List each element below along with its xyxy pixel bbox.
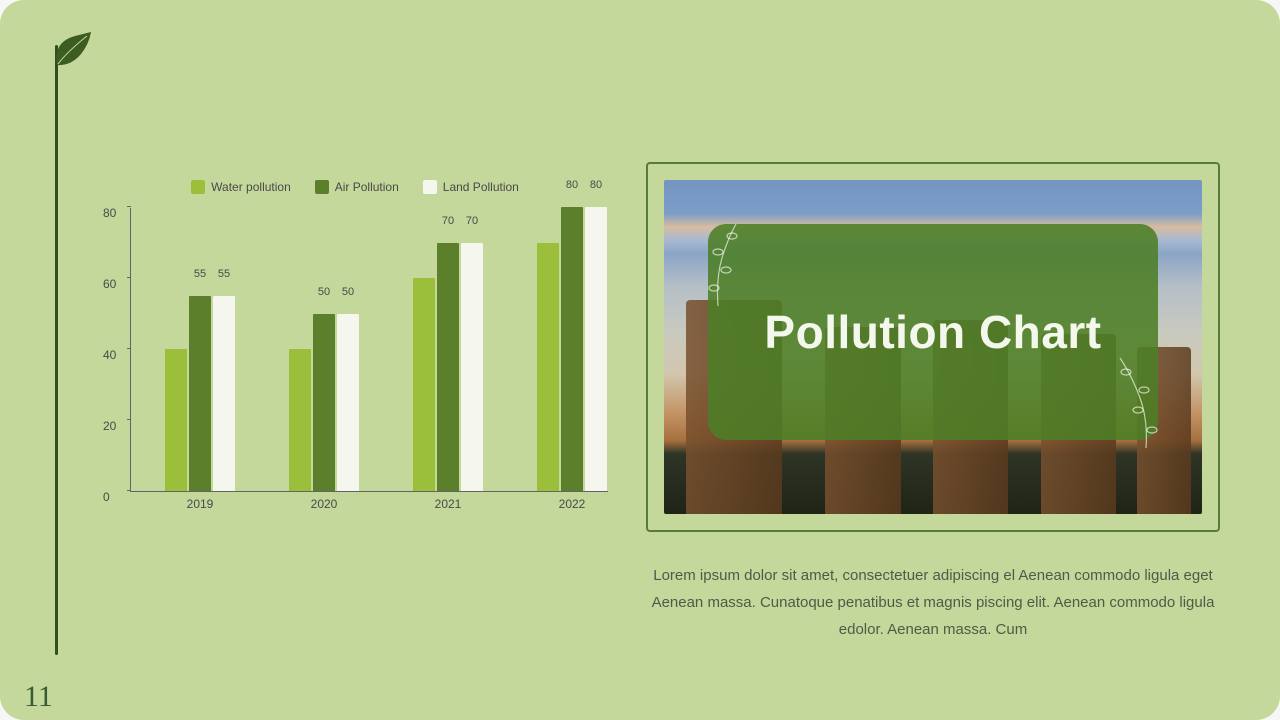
- bar-value-label: 50: [318, 286, 330, 300]
- chart-bar: [289, 349, 311, 491]
- y-tick-label: 40: [103, 348, 116, 362]
- y-tick-mark: [127, 277, 131, 278]
- leaf-icon: [45, 30, 95, 70]
- chart-bar: [165, 349, 187, 491]
- y-tick-mark: [127, 490, 131, 491]
- x-tick-label: 2019: [187, 497, 214, 511]
- legend-label: Land Pollution: [443, 180, 519, 194]
- chart-bar: [461, 243, 483, 492]
- chart-bar: [585, 207, 607, 491]
- pollution-bar-chart: Water pollution Air Pollution Land Polluti…: [100, 180, 610, 520]
- x-tick-label: 2021: [435, 497, 462, 511]
- x-tick-label: 2022: [559, 497, 586, 511]
- y-tick-mark: [127, 206, 131, 207]
- bar-value-label: 55: [218, 268, 230, 282]
- bar-value-label: 80: [566, 179, 578, 193]
- title-card-frame: Pollution Chart: [646, 162, 1220, 532]
- legend-swatch: [191, 180, 205, 194]
- bar-value-label: 70: [466, 215, 478, 229]
- legend-label: Air Pollution: [335, 180, 399, 194]
- caption-text: Lorem ipsum dolor sit amet, consectetuer…: [640, 562, 1226, 643]
- bar-value-label: 80: [590, 179, 602, 193]
- chart-bar: [537, 243, 559, 492]
- y-tick-label: 20: [103, 419, 116, 433]
- chart-bar: [213, 296, 235, 491]
- chart-bar: [189, 296, 211, 491]
- vine-bottom-right-icon: [1096, 350, 1166, 450]
- slide: 11 Water pollution Air Pollution Land Poll…: [0, 0, 1280, 720]
- chart-bar: [437, 243, 459, 492]
- chart-bar: [337, 314, 359, 492]
- legend-label: Water pollution: [211, 180, 291, 194]
- y-tick-mark: [127, 348, 131, 349]
- vine-top-left-icon: [698, 218, 758, 308]
- chart-bar: [561, 207, 583, 491]
- stem-decor: [55, 45, 58, 655]
- card-overlay: Pollution Chart: [708, 224, 1158, 440]
- legend-swatch: [423, 180, 437, 194]
- y-tick-label: 60: [103, 277, 116, 291]
- card-title: Pollution Chart: [764, 305, 1101, 359]
- y-tick-label: 0: [103, 490, 110, 504]
- card-photo: Pollution Chart: [664, 180, 1202, 514]
- chart-bar: [413, 278, 435, 491]
- y-tick-label: 80: [103, 206, 116, 220]
- x-tick-label: 2020: [311, 497, 338, 511]
- chart-legend: Water pollution Air Pollution Land Polluti…: [100, 180, 610, 194]
- y-tick-mark: [127, 419, 131, 420]
- chart-plot-area: 0204060802019555520205050202170702022808…: [130, 208, 608, 492]
- legend-item: Land Pollution: [423, 180, 519, 194]
- legend-swatch: [315, 180, 329, 194]
- bar-value-label: 55: [194, 268, 206, 282]
- chart-bar: [313, 314, 335, 492]
- legend-item: Air Pollution: [315, 180, 399, 194]
- legend-item: Water pollution: [191, 180, 291, 194]
- page-number: 11: [24, 680, 53, 714]
- bar-value-label: 50: [342, 286, 354, 300]
- bar-value-label: 70: [442, 215, 454, 229]
